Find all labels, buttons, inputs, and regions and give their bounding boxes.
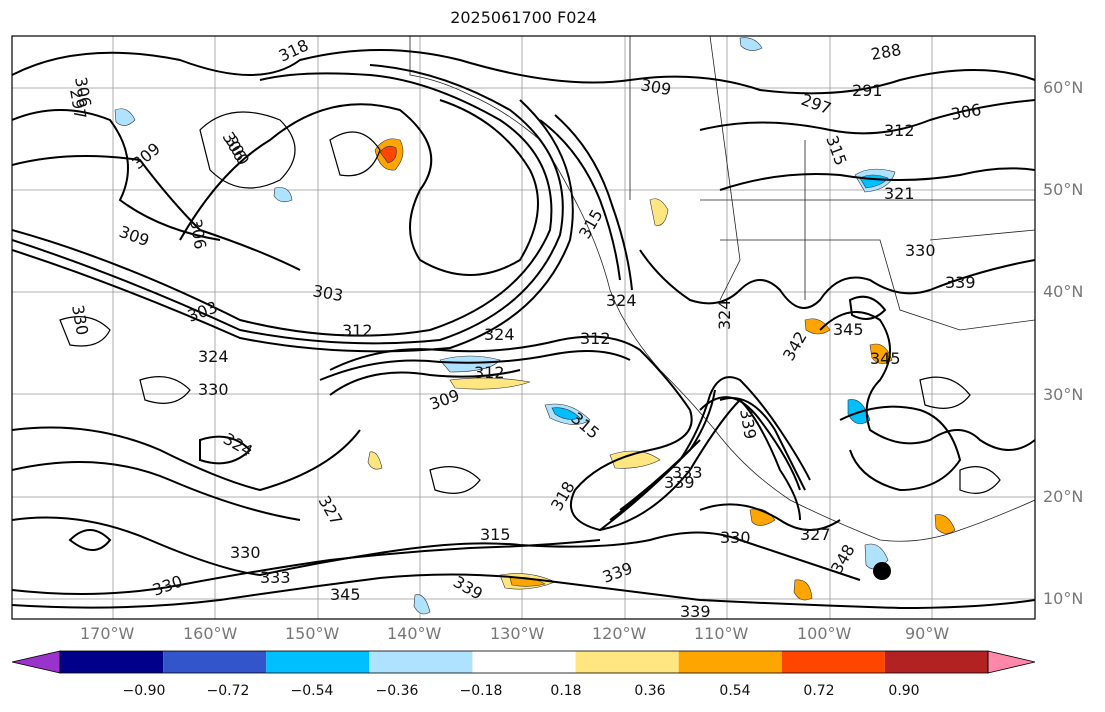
shade-patch (804, 318, 831, 335)
shade-patch (739, 37, 763, 51)
map-frame (11, 35, 1036, 620)
contour-label: 324 (606, 291, 637, 310)
contour-label: 333 (672, 463, 703, 482)
contour-label: 324 (198, 347, 229, 366)
lat-label-20n: 20°N (1043, 487, 1084, 506)
lat-label-10n: 10°N (1043, 589, 1084, 608)
colorbar-tick: 0.54 (719, 683, 751, 699)
contour-lines (12, 49, 1035, 610)
colorbar-tick: −0.36 (375, 683, 419, 699)
contour-label: 345 (833, 320, 864, 339)
colorbar-segment (678, 651, 782, 673)
map-title: 2025061700 F024 (450, 8, 597, 27)
shade-patch (869, 343, 893, 364)
shade-patch (551, 407, 581, 420)
colorbar-segment (369, 651, 473, 673)
colorbar-tick: 0.36 (634, 683, 666, 699)
colorbar-frame (59, 650, 989, 674)
colorbar-segment (163, 651, 267, 673)
contour-label: 312 (580, 329, 611, 348)
contour-label: 330 (198, 380, 229, 399)
contour-label: 345 (330, 585, 361, 604)
contour-label: 339 (664, 473, 695, 492)
lat-label-30n: 30°N (1043, 385, 1084, 404)
lat-label-50n: 50°N (1043, 180, 1084, 199)
lon-label-150w: 150°W (285, 624, 340, 643)
lon-label-100w: 100°W (797, 624, 852, 643)
contour-label: 345 (870, 349, 901, 368)
colorbar-tick: 0.18 (550, 683, 582, 699)
shade-patch (449, 377, 531, 390)
shade-patch (439, 355, 501, 373)
colorbar-segment (60, 651, 164, 673)
colorbar-tick: −0.90 (122, 683, 166, 699)
map-background (12, 36, 1035, 619)
shade-patch (367, 451, 383, 470)
shade-patch (609, 450, 661, 469)
thin-contours (59, 111, 1001, 494)
colorbar-segment (575, 651, 679, 673)
shade-patch (793, 579, 813, 601)
lat-label-40n: 40°N (1043, 282, 1084, 301)
colorbar-tick: −0.72 (206, 683, 250, 699)
contour-label: 330 (720, 528, 751, 547)
colorbar-segment (781, 651, 885, 673)
lat-label-60n: 60°N (1043, 78, 1084, 97)
colorbar-tick: 0.90 (888, 683, 920, 699)
shade-patch (273, 187, 293, 203)
lon-label-90w: 90°W (905, 624, 950, 643)
contour-label: 327 (800, 525, 831, 544)
colorbar-segment (884, 651, 988, 673)
contour-label: 330 (230, 543, 261, 562)
colorbar (11, 650, 1036, 674)
contour-label: 330 (905, 241, 936, 260)
contour-label: 291 (852, 81, 883, 100)
contour-label: 333 (260, 568, 291, 587)
contour-label: 339 (680, 602, 711, 621)
colorbar-segment (472, 651, 576, 673)
lon-label-110w: 110°W (694, 624, 749, 643)
shade-patch (413, 594, 431, 615)
lon-label-160w: 160°W (183, 624, 238, 643)
contour-label: 312 (474, 363, 505, 382)
shade-patch (114, 108, 136, 126)
lon-label-120w: 120°W (592, 624, 647, 643)
shade-patch (934, 514, 956, 534)
contour-label: 324 (715, 299, 734, 330)
contour-label: 312 (884, 121, 915, 140)
colorbar-tick: −0.18 (459, 683, 503, 699)
shade-patch (649, 198, 669, 226)
contour-label: 312 (342, 321, 373, 340)
lon-label-130w: 130°W (490, 624, 545, 643)
colorbar-tick: −0.54 (290, 683, 334, 699)
colorbar-extend-max (987, 650, 1036, 674)
colorbar-segment (266, 651, 370, 673)
hurricane-center-dot (873, 562, 891, 580)
colorbar-extend-min (11, 650, 61, 674)
contour-label: 339 (945, 273, 976, 292)
shade-patch (379, 145, 397, 164)
contour-label: 324 (484, 325, 515, 344)
lon-label-140w: 140°W (387, 624, 442, 643)
contour-label: 315 (480, 525, 511, 544)
colorbar-tick: 0.72 (803, 683, 835, 699)
lon-label-170w: 170°W (80, 624, 135, 643)
contour-label: 321 (884, 184, 915, 203)
